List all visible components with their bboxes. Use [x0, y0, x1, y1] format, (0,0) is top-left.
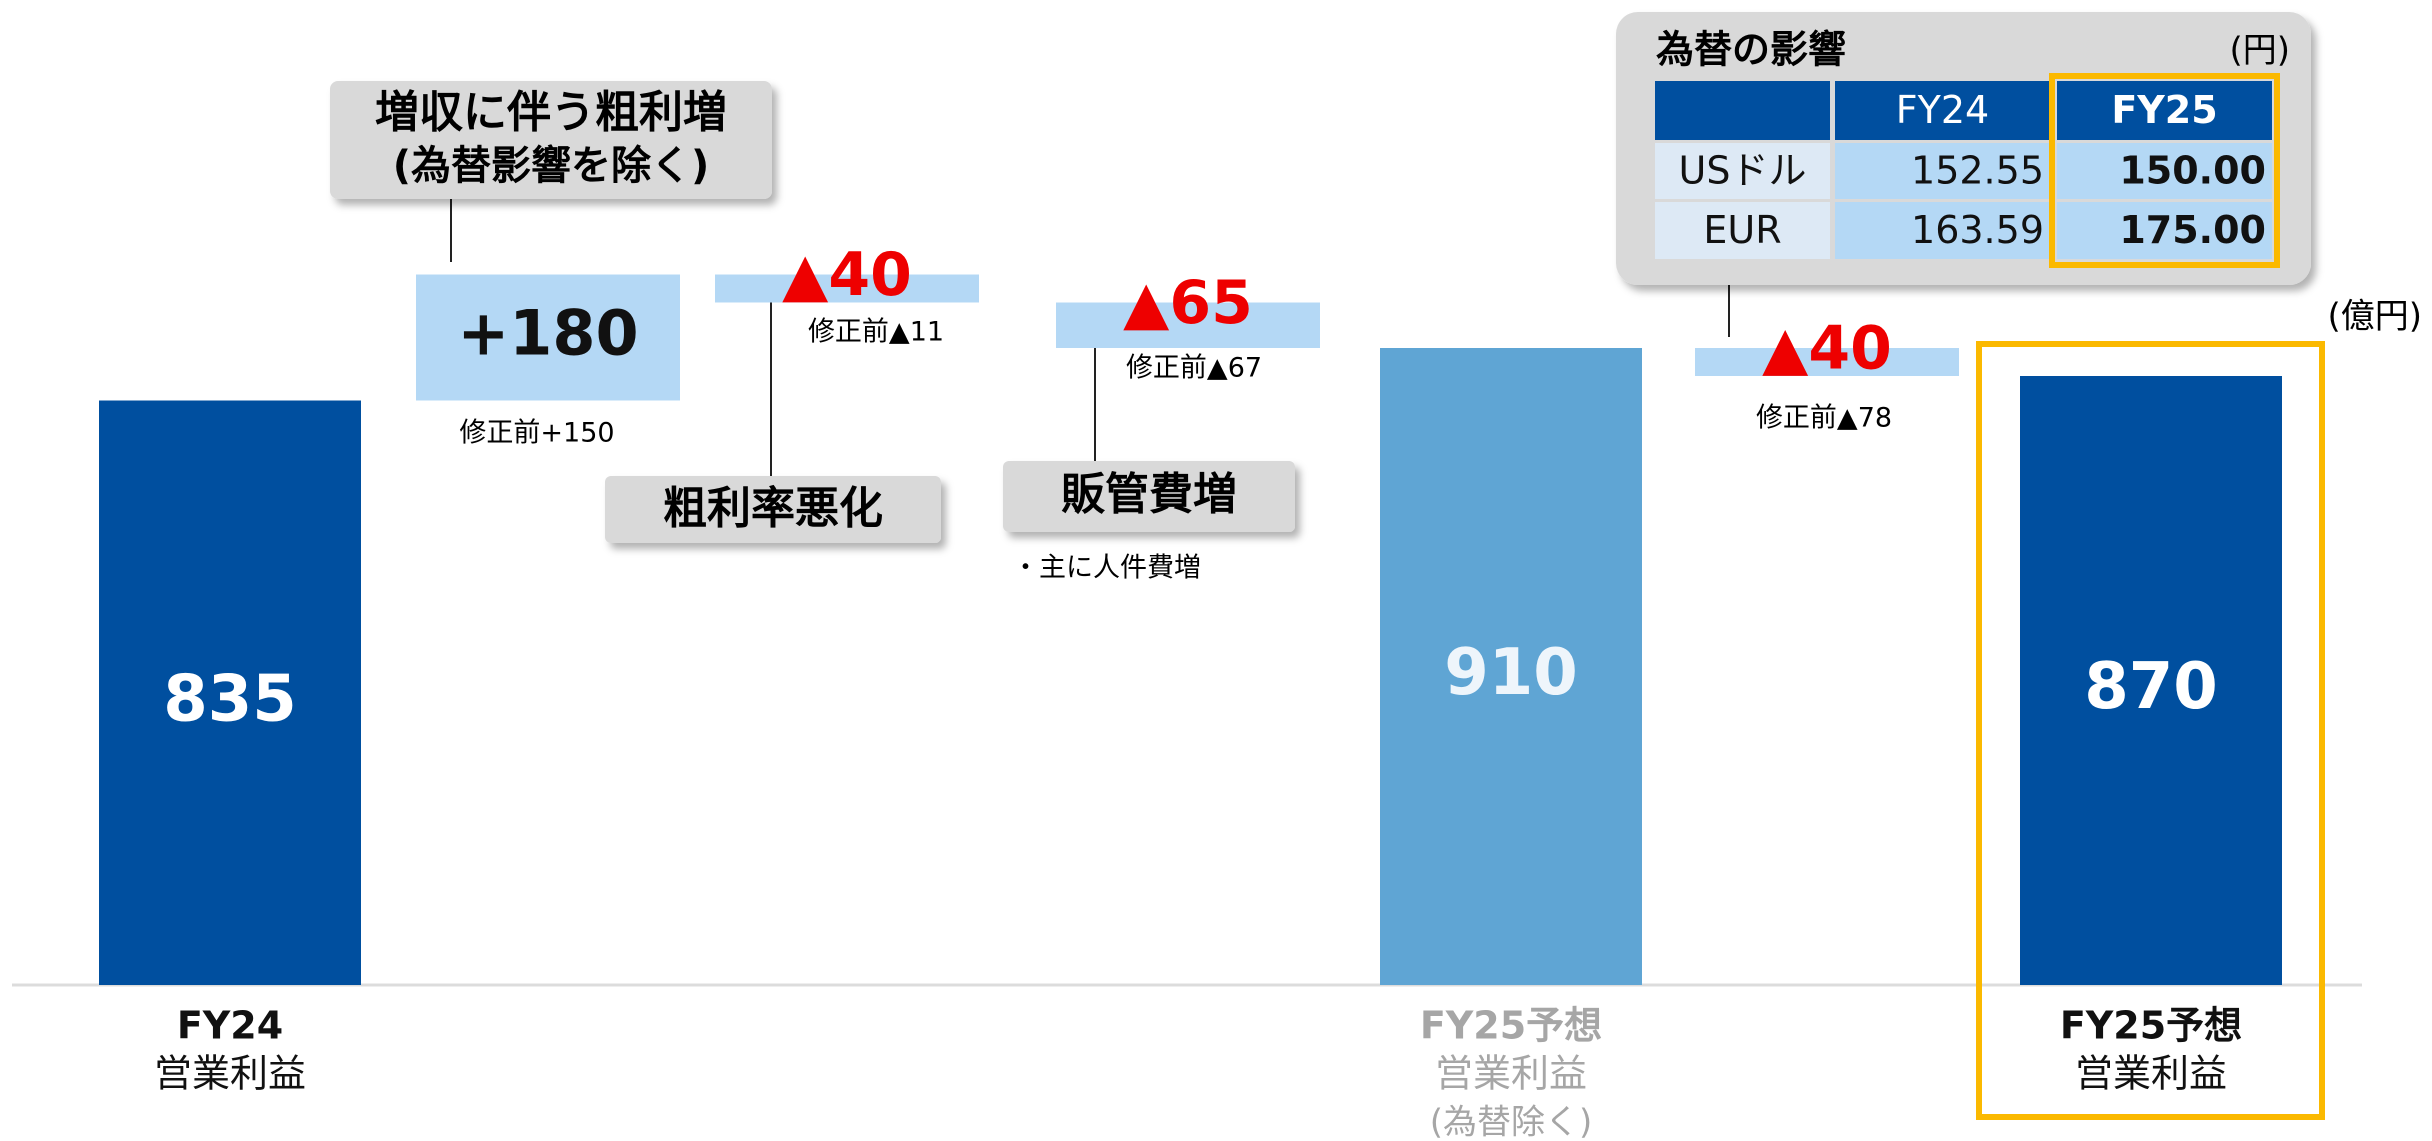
- fx-cell: [2057, 202, 2272, 259]
- callout-text: 販管費増: [1061, 469, 1237, 520]
- note: 修正前▲78: [1756, 403, 1892, 434]
- fx-value: 163.59: [1911, 208, 2044, 252]
- delta-bar: [1056, 302, 1320, 348]
- category-label: 営業利益: [2075, 1052, 2227, 1096]
- fx-highlight: [2049, 73, 2280, 268]
- fx-cell: [2057, 81, 2272, 140]
- bar-value-label: 835: [163, 662, 297, 736]
- fx-cell: [2057, 143, 2272, 199]
- delta-value-label: ▲65: [1123, 268, 1253, 338]
- category-label: (為替除く): [1430, 1103, 1593, 1141]
- fx-header: FY24: [1896, 88, 1989, 132]
- delta-bar: [715, 274, 979, 303]
- delta-value-label: +180: [457, 297, 638, 370]
- delta-value-label: ▲40: [782, 240, 912, 310]
- total-bar: [1380, 348, 1642, 985]
- fx-value: 150.00: [2119, 149, 2266, 193]
- fx-cell: [1835, 202, 2050, 259]
- fx-value: 152.55: [1911, 149, 2044, 193]
- fx-value: EUR: [1703, 208, 1781, 252]
- total-bar: [2020, 376, 2282, 985]
- fx-cell: [1655, 143, 1830, 199]
- category-label: FY25予想: [1420, 1004, 1602, 1048]
- total-bar: [99, 400, 361, 985]
- callout-box: [1003, 461, 1295, 532]
- category-label: 営業利益: [154, 1052, 306, 1096]
- callout-text: (為替影響を除く): [393, 143, 710, 189]
- callout-box: [605, 476, 941, 543]
- callout-box: [330, 81, 772, 199]
- note: 修正前▲67: [1126, 353, 1262, 384]
- fx-title: 為替の影響: [1656, 28, 1846, 72]
- note: 修正前▲11: [808, 317, 944, 348]
- category-label: 営業利益: [1435, 1052, 1587, 1096]
- highlight-box: [1976, 341, 2325, 1120]
- category-label: FY25予想: [2060, 1004, 2242, 1048]
- fx-cell: [1835, 81, 2050, 140]
- category-label: FY24: [177, 1004, 283, 1048]
- note: 修正前+150: [459, 418, 614, 449]
- delta-value-label: ▲40: [1762, 314, 1892, 384]
- delta-bar: [416, 274, 680, 401]
- delta-bar: [1695, 348, 1959, 376]
- fx-unit: (円): [2229, 31, 2290, 71]
- fx-table: FY24 FY25 USドル 152.55 150.00 EUR 163.59 175.00: [1655, 73, 2280, 268]
- callout-text: 増収に伴う粗利増: [375, 87, 727, 138]
- unit-label: (億円): [2327, 297, 2422, 337]
- fx-cell: [1835, 143, 2050, 199]
- fx-header: FY25: [2111, 88, 2217, 132]
- fx-value: USドル: [1679, 149, 1807, 193]
- callout-detail: ・主に人件費増: [1012, 553, 1201, 584]
- fx-cell: [1655, 81, 1830, 140]
- bar-value-label: 910: [1444, 636, 1578, 710]
- fx-value: 175.00: [2119, 208, 2266, 252]
- bar-value-label: 870: [2084, 650, 2218, 724]
- callout-text: 粗利率悪化: [663, 483, 883, 534]
- fx-cell: [1655, 202, 1830, 259]
